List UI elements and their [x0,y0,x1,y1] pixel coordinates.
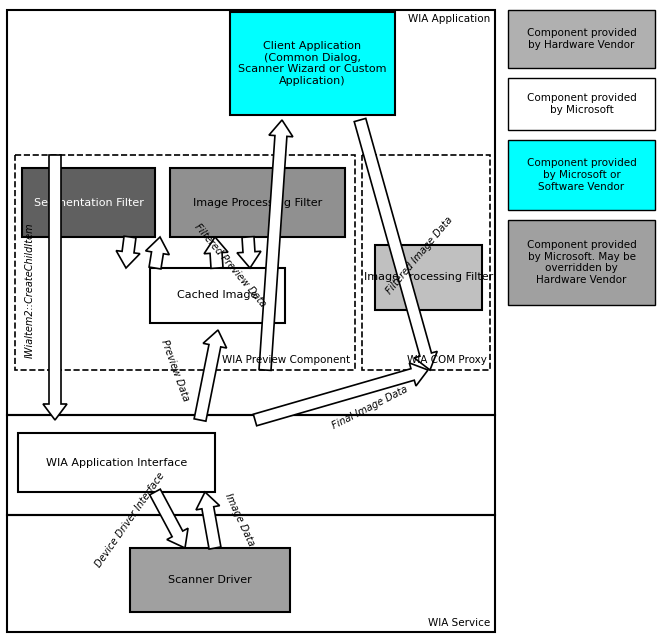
Polygon shape [194,330,227,421]
Polygon shape [259,120,293,371]
Text: Segmentation Filter: Segmentation Filter [34,198,143,207]
Polygon shape [116,236,140,268]
Text: Filtered Preview Data: Filtered Preview Data [192,221,268,308]
Bar [7,10,495,415]
Bar [508,140,655,210]
Bar [508,220,655,305]
Bar [15,155,355,370]
Text: Image Processing Filter: Image Processing Filter [193,198,322,207]
Text: Cached Image: Cached Image [177,291,258,301]
Polygon shape [253,363,428,426]
Text: Image Data: Image Data [223,492,256,548]
Text: Component provided
by Microsoft. May be
overridden by
Hardware Vendor: Component provided by Microsoft. May be … [527,240,637,285]
Polygon shape [204,237,228,268]
Text: IWialtem2::CreateChildItem: IWialtem2::CreateChildItem [25,222,35,358]
Polygon shape [196,492,221,549]
Polygon shape [354,118,437,370]
Polygon shape [149,489,188,548]
Bar [7,415,495,515]
Bar [375,245,482,310]
Text: Final Image Data: Final Image Data [330,385,409,431]
Bar [130,548,290,612]
Text: WIA Application Interface: WIA Application Interface [46,458,187,467]
Text: WIA Service: WIA Service [428,618,490,628]
Bar [18,433,215,492]
Polygon shape [145,237,169,269]
Text: Component provided
by Microsoft or
Software Vendor: Component provided by Microsoft or Softw… [527,158,637,191]
Bar [170,168,345,237]
Bar [362,155,490,370]
Text: Preview Data: Preview Data [159,338,191,402]
Bar [230,12,395,115]
Text: WIA Application: WIA Application [408,14,490,24]
Text: Component provided
by Hardware Vendor: Component provided by Hardware Vendor [527,28,637,50]
Polygon shape [43,155,67,420]
Text: Client Application
(Common Dialog,
Scanner Wizard or Custom
Application): Client Application (Common Dialog, Scann… [238,41,387,86]
Polygon shape [237,237,261,268]
Bar [508,78,655,130]
Bar [7,515,495,632]
Text: WIA Preview Component: WIA Preview Component [222,355,350,365]
Text: WIA COM Proxy: WIA COM Proxy [407,355,487,365]
Text: Image Processing Filter: Image Processing Filter [364,273,493,282]
Text: Scanner Driver: Scanner Driver [168,575,252,585]
Bar [22,168,155,237]
Bar [150,268,285,323]
Text: Component provided
by Microsoft: Component provided by Microsoft [527,93,637,115]
Bar [508,10,655,68]
Text: Device Driver Interface: Device Driver Interface [93,471,167,569]
Text: Filtered Image Data: Filtered Image Data [385,214,455,296]
